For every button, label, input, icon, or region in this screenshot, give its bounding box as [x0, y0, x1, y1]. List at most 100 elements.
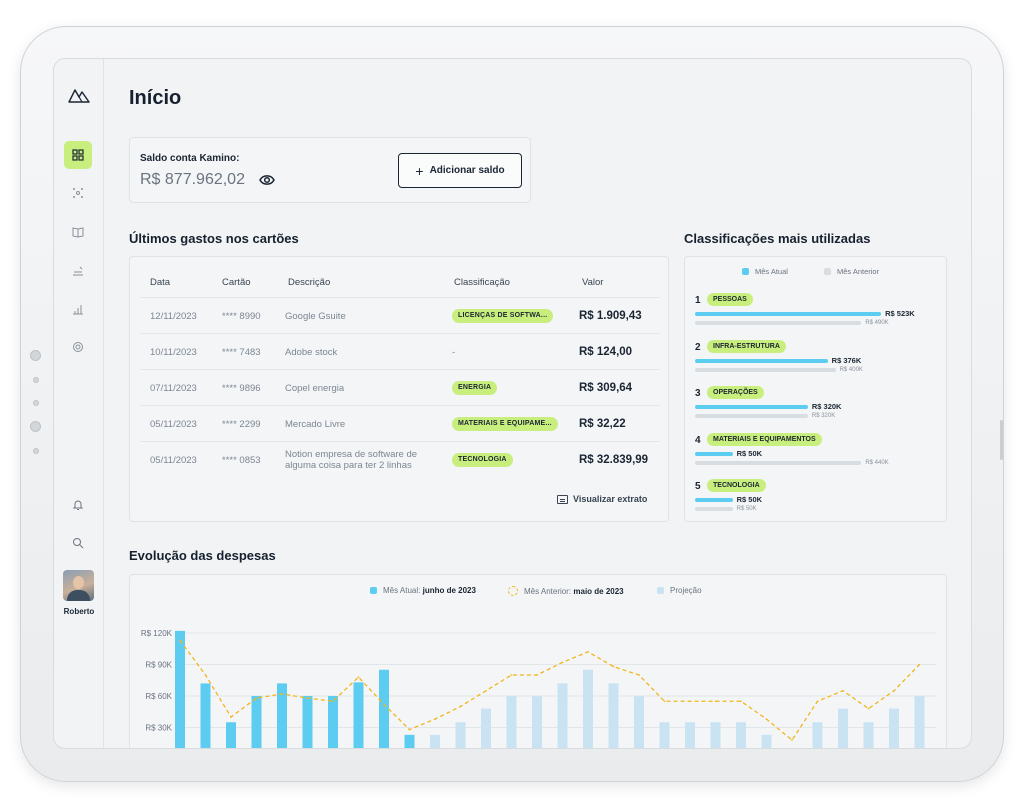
current-month-bar	[328, 696, 338, 748]
evolution-title: Evolução das despesas	[129, 548, 276, 563]
legend-current-label: Mês Atual	[755, 267, 788, 276]
classification-tag: MATERIAIS E EQUIPAMENTOS	[707, 432, 822, 446]
previous-month-point	[612, 665, 615, 668]
previous-month-point	[204, 674, 207, 676]
row-card: **** 0853	[222, 455, 261, 466]
view-statement-link[interactable]: Visualizar extrato	[557, 494, 647, 504]
book-icon	[72, 227, 84, 238]
classification-item[interactable]: 4 MATERIAIS E EQUIPAMENTOS R$ 50K R$ 440K	[695, 432, 940, 473]
classification-value-current: R$ 50K	[736, 495, 763, 504]
y-tick-label: R$ 60K	[145, 692, 172, 701]
nav-cards[interactable]	[64, 218, 92, 246]
row-value: R$ 124,00	[579, 346, 633, 358]
projection-bar	[430, 734, 440, 748]
plus-icon: +	[415, 162, 424, 179]
previous-month-point	[434, 718, 436, 720]
expenses-table: Data Cartão Descrição Classificação Valo…	[129, 256, 669, 522]
avatar[interactable]	[63, 570, 94, 601]
classification-item[interactable]: 2 INFRA-ESTRUTURA R$ 376K R$ 400K	[695, 339, 940, 380]
classification-bar-previous	[695, 507, 733, 511]
legend-previous-swatch	[824, 268, 831, 275]
col-value: Valor	[582, 277, 604, 288]
previous-month-point	[714, 700, 717, 703]
projection-bar	[863, 722, 874, 748]
row-value: R$ 1.909,43	[579, 310, 642, 322]
expenses-title: Últimos gastos nos cartões	[129, 231, 299, 246]
legend-current-label: Mês Atual:	[383, 586, 421, 595]
previous-month-line	[179, 639, 920, 742]
classification-tag: PESSOAS	[707, 293, 753, 306]
row-tag: ENERGIA	[452, 381, 498, 395]
logo-icon[interactable]	[68, 87, 90, 103]
nav-settings[interactable]	[64, 333, 92, 361]
previous-month-point	[485, 689, 487, 692]
classification-value-previous: R$ 320K	[811, 413, 836, 419]
current-month-bar	[302, 696, 313, 748]
projection-bar	[838, 708, 848, 748]
chart-legend-previous: Mês Anterior: maio de 2023	[508, 586, 624, 596]
nav-home[interactable]	[64, 141, 92, 169]
legend-current-value: junho de 2023	[422, 586, 476, 595]
table-row[interactable]: 05/11/2023 **** 0853 Notion empresa de s…	[140, 441, 660, 477]
add-balance-button[interactable]: + Adicionar saldo	[398, 153, 522, 188]
row-description: Adobe stock	[285, 347, 338, 358]
y-tick-label: R$ 90K	[145, 661, 172, 670]
eye-icon[interactable]	[259, 173, 275, 187]
chart-legend-projection: Projeção	[657, 586, 702, 595]
row-description: Notion empresa de software de alguma coi…	[285, 449, 418, 471]
table-row[interactable]: 05/11/2023 **** 2299 Mercado Livre MATER…	[140, 405, 660, 441]
settings-icon	[73, 342, 83, 352]
row-description: Google Gsuite	[285, 311, 346, 322]
row-tag: MATERIAIS E EQUIPAME...	[452, 417, 558, 431]
classifications-title: Classificações mais utilizadas	[684, 231, 871, 246]
current-month-bar	[353, 682, 364, 748]
current-month-bar	[277, 683, 287, 748]
current-month-bar	[251, 696, 262, 748]
previous-month-point	[383, 703, 385, 706]
table-row[interactable]: 10/11/2023 **** 7483 Adobe stock - R$ 12…	[140, 333, 660, 369]
classification-item[interactable]: 1 PESSOAS R$ 523K R$ 490K	[695, 293, 940, 333]
projection-bar	[736, 722, 746, 748]
nav-network[interactable]	[64, 179, 92, 207]
projection-bar	[583, 669, 593, 748]
previous-month-point	[867, 707, 870, 710]
nav-reports[interactable]	[64, 295, 92, 323]
projection-bar	[889, 708, 899, 748]
col-card: Cartão	[222, 277, 251, 288]
previous-month-point	[179, 639, 181, 642]
tablet-sensor	[33, 400, 39, 406]
row-card: **** 7483	[222, 347, 261, 358]
search-icon	[73, 538, 84, 549]
y-tick-label: R$ 30K	[145, 724, 172, 733]
row-value: R$ 32.839,99	[579, 454, 649, 466]
transfer-icon	[73, 266, 83, 276]
classification-bar-previous	[695, 414, 808, 418]
row-description: Copel energia	[285, 383, 345, 394]
row-date: 10/11/2023	[150, 347, 197, 358]
table-row[interactable]: 07/11/2023 **** 9896 Copel energia ENERG…	[140, 369, 660, 405]
classification-item[interactable]: 5 TECNOLOGIA R$ 50K R$ 50K	[695, 479, 940, 519]
nav-notifications[interactable]	[64, 491, 92, 519]
classification-rank: 4	[695, 434, 701, 446]
projection-bar	[557, 683, 568, 748]
table-row[interactable]: 12/11/2023 **** 8990 Google Gsuite LICEN…	[140, 297, 660, 333]
classification-item[interactable]: 3 OPERAÇÕES R$ 320K R$ 320K	[695, 386, 940, 426]
classification-rank: 1	[695, 295, 701, 306]
classification-value-current: R$ 523K	[885, 309, 915, 318]
current-month-bar	[200, 683, 211, 748]
classification-tag: INFRA-ESTRUTURA	[707, 339, 786, 353]
row-card: **** 2299	[222, 419, 261, 430]
classification-bar-current	[695, 451, 733, 456]
nav-transfers[interactable]	[64, 257, 92, 285]
balance-label: Saldo conta Kamino:	[140, 153, 240, 164]
previous-month-point	[918, 663, 921, 666]
add-balance-label: Adicionar saldo	[429, 165, 505, 176]
previous-month-point	[332, 700, 334, 703]
projection-bar	[455, 722, 466, 748]
statement-icon	[557, 494, 568, 504]
classification-value-previous: R$ 440K	[865, 459, 889, 466]
nav-search[interactable]	[64, 529, 92, 557]
classification-value-previous: R$ 400K	[839, 366, 863, 373]
y-tick-label: R$ 120K	[141, 629, 173, 638]
classification-bar-previous	[695, 321, 862, 325]
